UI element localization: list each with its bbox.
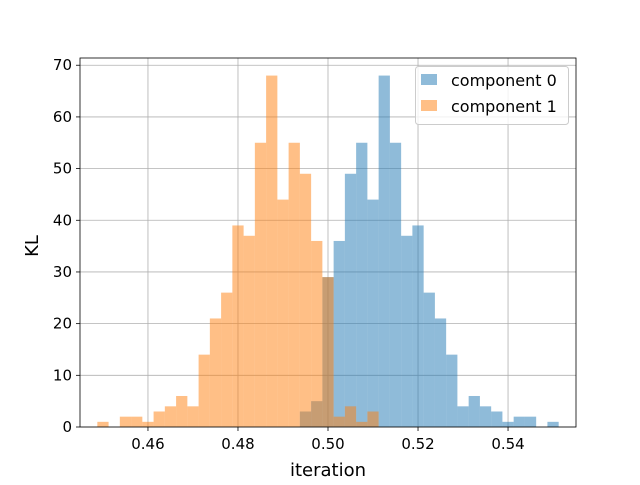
histogram-bar-component-1 [198,354,210,427]
histogram-bar-component-1 [288,142,300,428]
histogram-bar-component-1 [187,406,199,427]
histogram-bar-component-0 [491,411,503,427]
histogram-bar-component-1 [367,411,379,427]
histogram-bar-component-1 [164,406,177,427]
x-tick-label: 0.52 [401,435,434,453]
histogram-bar-component-1 [97,421,109,427]
histogram-bar-component-0 [389,142,402,428]
histogram-bar-component-1 [299,173,312,427]
histogram-bar-component-0 [502,421,514,427]
histogram-bar-component-1 [356,421,368,427]
y-tick-label: 30 [53,263,72,281]
y-tick-label: 60 [53,108,72,126]
histogram-bar-component-1 [209,318,222,427]
legend-swatch-component-1 [421,100,437,111]
histogram-bar-component-1 [333,416,345,427]
histogram-bar-component-0 [434,318,447,427]
x-tick-label: 0.50 [311,435,344,453]
legend-label-component-1: component 1 [451,97,557,116]
x-tick-label: 0.54 [491,435,524,453]
histogram-bar-component-0 [367,199,379,427]
histogram-bar-component-1 [266,75,278,428]
histogram-bar-component-1 [221,292,233,427]
tick-labels: 0.46 0.48 0.50 0.52 0.54 0 10 20 30 40 50 60 70 [53,56,525,453]
x-tick-label: 0.46 [131,435,164,453]
histogram-bars [97,75,559,428]
histogram-bar-component-0 [468,395,480,427]
y-tick-label: 50 [53,160,72,178]
y-tick-label: 40 [53,211,72,229]
histogram-bar-component-0 [524,416,537,427]
histogram-bar-component-1 [131,416,143,427]
histogram-bar-component-0 [547,421,559,427]
histogram-bar-component-0 [457,406,469,427]
legend-box [415,66,569,125]
histogram-bar-component-0 [401,235,413,427]
histogram-bar-component-0 [423,292,435,427]
y-tick-label: 20 [53,315,72,333]
histogram-bar-component-1 [176,395,188,427]
y-tick-label: 70 [53,56,72,74]
histogram-bar-component-0 [446,354,458,427]
histogram-bar-component-1 [254,142,267,428]
histogram-bar-component-0 [412,225,424,427]
y-axis-label: KL [22,235,43,257]
histogram-bar-component-1 [243,235,255,427]
histogram-bar-component-0 [356,142,368,428]
legend-swatch-component-0 [421,74,437,85]
x-axis-label: iteration [290,460,366,480]
histogram-bar-component-0 [344,173,357,427]
histogram-bar-component-0 [333,240,345,427]
histogram-bar-component-1 [311,240,323,427]
histogram-bar-component-1 [119,416,132,427]
y-tick-label: 10 [53,366,72,384]
histogram-bar-component-1 [153,411,165,427]
x-tick-label: 0.48 [221,435,254,453]
legend: component 0 component 1 [415,66,569,125]
histogram-bar-component-1 [277,199,289,427]
histogram-bar-component-1 [232,225,244,427]
histogram-bar-component-0 [378,75,390,428]
histogram-bar-component-0 [479,406,492,427]
histogram-bar-component-1 [142,421,154,427]
histogram-bar-component-1 [322,277,334,427]
legend-label-component-0: component 0 [451,71,557,90]
histogram-bar-component-0 [513,416,525,427]
histogram-bar-component-1 [344,406,357,427]
y-tick-label: 0 [62,418,72,436]
